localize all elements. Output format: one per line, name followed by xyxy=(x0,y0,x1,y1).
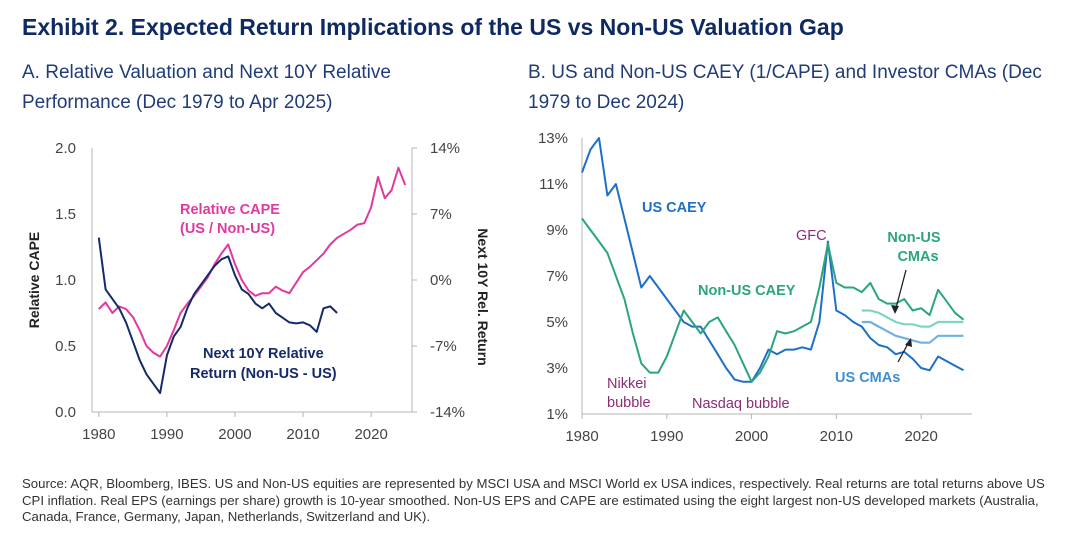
panel-a-y-ticks: 0.0 0.5 1.0 1.5 2.0 xyxy=(55,140,76,421)
panel-b-x-tick-label: 2000 xyxy=(735,428,768,445)
panel-b-y-tick-label: 1% xyxy=(546,406,568,423)
relative-cape-label: Relative CAPE xyxy=(180,202,280,218)
next-10y-return-line xyxy=(97,237,338,395)
panel-b-x-tick-label: 1980 xyxy=(565,428,598,445)
panel-b-x-tick-label: 1990 xyxy=(650,428,683,445)
panel-a-x-ticks: 1980 1990 2000 2010 2020 xyxy=(82,412,388,443)
panel-a-y2-tick-label: 7% xyxy=(430,206,452,223)
nonus-cmas-label: Non-US xyxy=(887,230,940,246)
panel-b-series xyxy=(581,137,965,383)
nonus-cma-arrow xyxy=(894,269,907,313)
nasdaq-label: Nasdaq bubble xyxy=(692,396,790,412)
nonus-caey-line xyxy=(581,217,965,383)
panel-a-y-tick-label: 1.0 xyxy=(55,272,76,289)
us-caey-label: US CAEY xyxy=(642,200,707,216)
panel-a-y2-tick-label: -7% xyxy=(430,338,457,355)
panel-a-y-label: Relative CAPE xyxy=(26,232,42,328)
nonus-caey-label: Non-US CAEY xyxy=(698,283,796,299)
panel-a-y-tick-label: 0.0 xyxy=(55,404,76,421)
source-footnote: Source: AQR, Bloomberg, IBES. US and Non… xyxy=(22,476,1045,524)
panel-b-y-tick-label: 9% xyxy=(546,222,568,239)
panel-b-x-ticks: 1980 1990 2000 2010 2020 xyxy=(565,414,938,445)
panel-a-y2-label: Next 10Y Rel. Return xyxy=(475,228,491,365)
nonus-cmas-label-sub: CMAs xyxy=(897,249,938,265)
nonus-cma-line xyxy=(861,309,964,328)
nonus-cma-arrowhead xyxy=(891,305,899,314)
panel-a-x-tick-label: 2010 xyxy=(286,426,319,443)
panel-a-x-tick-label: 2000 xyxy=(218,426,251,443)
panel-b-y-tick-label: 7% xyxy=(546,268,568,285)
panel-b-x-tick-label: 2010 xyxy=(820,428,853,445)
panel-a-x-tick-label: 1990 xyxy=(150,426,183,443)
panel-a-y2-tick-label: 0% xyxy=(430,272,452,289)
us-cma-arrowhead xyxy=(905,338,912,347)
panel-b-y-ticks: 1% 3% 5% 7% 9% 11% 13% xyxy=(538,130,568,423)
relative-cape-line xyxy=(98,166,407,358)
panel-a-title: A. Relative Valuation and Next 10Y Relat… xyxy=(22,62,391,113)
panel-a-y-tick-label: 0.5 xyxy=(55,338,76,355)
us-cmas-label: US CMAs xyxy=(835,370,900,386)
panel-a-y-tick-label: 2.0 xyxy=(55,140,76,157)
next-10y-label: Next 10Y Relative xyxy=(203,346,324,362)
exhibit-title: Exhibit 2. Expected Return Implications … xyxy=(22,14,844,40)
panel-a-series xyxy=(97,166,407,395)
panel-a-y2-tick-label: 14% xyxy=(430,140,460,157)
panel-b-y-tick-label: 3% xyxy=(546,360,568,377)
panel-b-y-tick-label: 11% xyxy=(539,176,568,193)
panel-a-y2-tick-label: -14% xyxy=(430,404,465,421)
panel-b-y-tick-label: 13% xyxy=(538,130,568,147)
panel-a-x-tick-label: 2020 xyxy=(354,426,387,443)
next-10y-label-sub: Return (Non-US - US) xyxy=(190,366,337,382)
panel-a-y2-ticks: -14% -7% 0% 7% 14% xyxy=(412,140,465,421)
gfc-label: GFC xyxy=(796,228,827,244)
nikkei-label-sub: bubble xyxy=(607,395,651,411)
us-cma-line xyxy=(861,320,964,344)
relative-cape-label-sub: (US / Non-US) xyxy=(180,221,275,237)
panel-b-x-tick-label: 2020 xyxy=(904,428,937,445)
panel-a-y-tick-label: 1.5 xyxy=(55,206,76,223)
us-caey-line xyxy=(581,137,964,383)
panel-b-y-tick-label: 5% xyxy=(546,314,568,331)
panel-a-x-tick-label: 1980 xyxy=(82,426,115,443)
panel-b-chart: 1980 1990 2000 2010 2020 1% 3% 5% 7% 9% 11% 13% US… xyxy=(538,130,972,445)
panel-a-chart: 1980 1990 2000 2010 2020 0.0 0.5 1.0 1.5 2.0 -14… xyxy=(26,140,491,443)
panel-b-title: B. US and Non-US CAEY (1/CAPE) and Inves… xyxy=(528,62,1042,113)
nikkei-label: Nikkei xyxy=(607,376,646,392)
